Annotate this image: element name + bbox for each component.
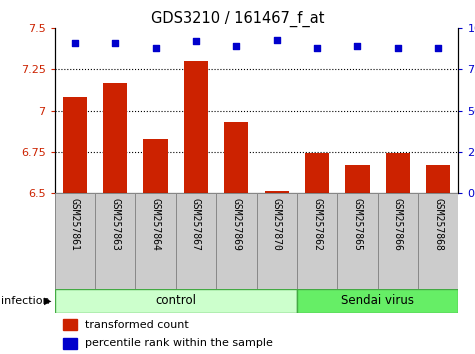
Bar	[55, 289, 297, 313]
Bar	[418, 193, 458, 289]
Bar	[216, 193, 256, 289]
Text: GSM257869: GSM257869	[231, 198, 241, 251]
Text: infection: infection	[1, 296, 49, 306]
Text: GSM257865: GSM257865	[352, 198, 362, 251]
Text: Sendai virus: Sendai virus	[341, 295, 414, 307]
Point	[314, 45, 321, 51]
Point	[111, 40, 119, 46]
Bar	[386, 153, 410, 193]
Point	[152, 45, 160, 51]
Text: ▶: ▶	[44, 296, 51, 306]
Text: GSM257867: GSM257867	[191, 198, 201, 251]
Point	[192, 39, 200, 44]
Text: GSM257866: GSM257866	[393, 198, 403, 251]
Bar	[63, 338, 77, 349]
Text: percentile rank within the sample: percentile rank within the sample	[85, 338, 273, 348]
Bar	[426, 165, 450, 193]
Bar	[378, 193, 418, 289]
Text: GSM257864: GSM257864	[151, 198, 161, 251]
Bar	[265, 191, 289, 193]
Text: GDS3210 / 161467_f_at: GDS3210 / 161467_f_at	[151, 11, 324, 27]
Point	[434, 45, 442, 51]
Bar	[63, 97, 87, 193]
Text: GSM257862: GSM257862	[312, 198, 322, 251]
Text: GSM257863: GSM257863	[110, 198, 120, 251]
Point	[71, 40, 79, 46]
Point	[353, 44, 361, 49]
Point	[233, 44, 240, 49]
Bar	[184, 61, 208, 193]
Text: GSM257870: GSM257870	[272, 198, 282, 251]
Bar	[297, 289, 458, 313]
Bar	[337, 193, 378, 289]
Text: control: control	[155, 295, 196, 307]
Bar	[55, 193, 95, 289]
Bar	[95, 193, 135, 289]
Bar	[256, 193, 297, 289]
Bar	[103, 82, 127, 193]
Bar	[345, 165, 370, 193]
Text: transformed count: transformed count	[85, 320, 189, 330]
Bar	[135, 193, 176, 289]
Point	[394, 45, 402, 51]
Bar	[63, 319, 77, 330]
Point	[273, 37, 280, 43]
Bar	[305, 153, 329, 193]
Bar	[176, 193, 216, 289]
Bar	[297, 193, 337, 289]
Bar	[143, 139, 168, 193]
Bar	[224, 122, 248, 193]
Text: GSM257868: GSM257868	[433, 198, 443, 251]
Text: GSM257861: GSM257861	[70, 198, 80, 251]
